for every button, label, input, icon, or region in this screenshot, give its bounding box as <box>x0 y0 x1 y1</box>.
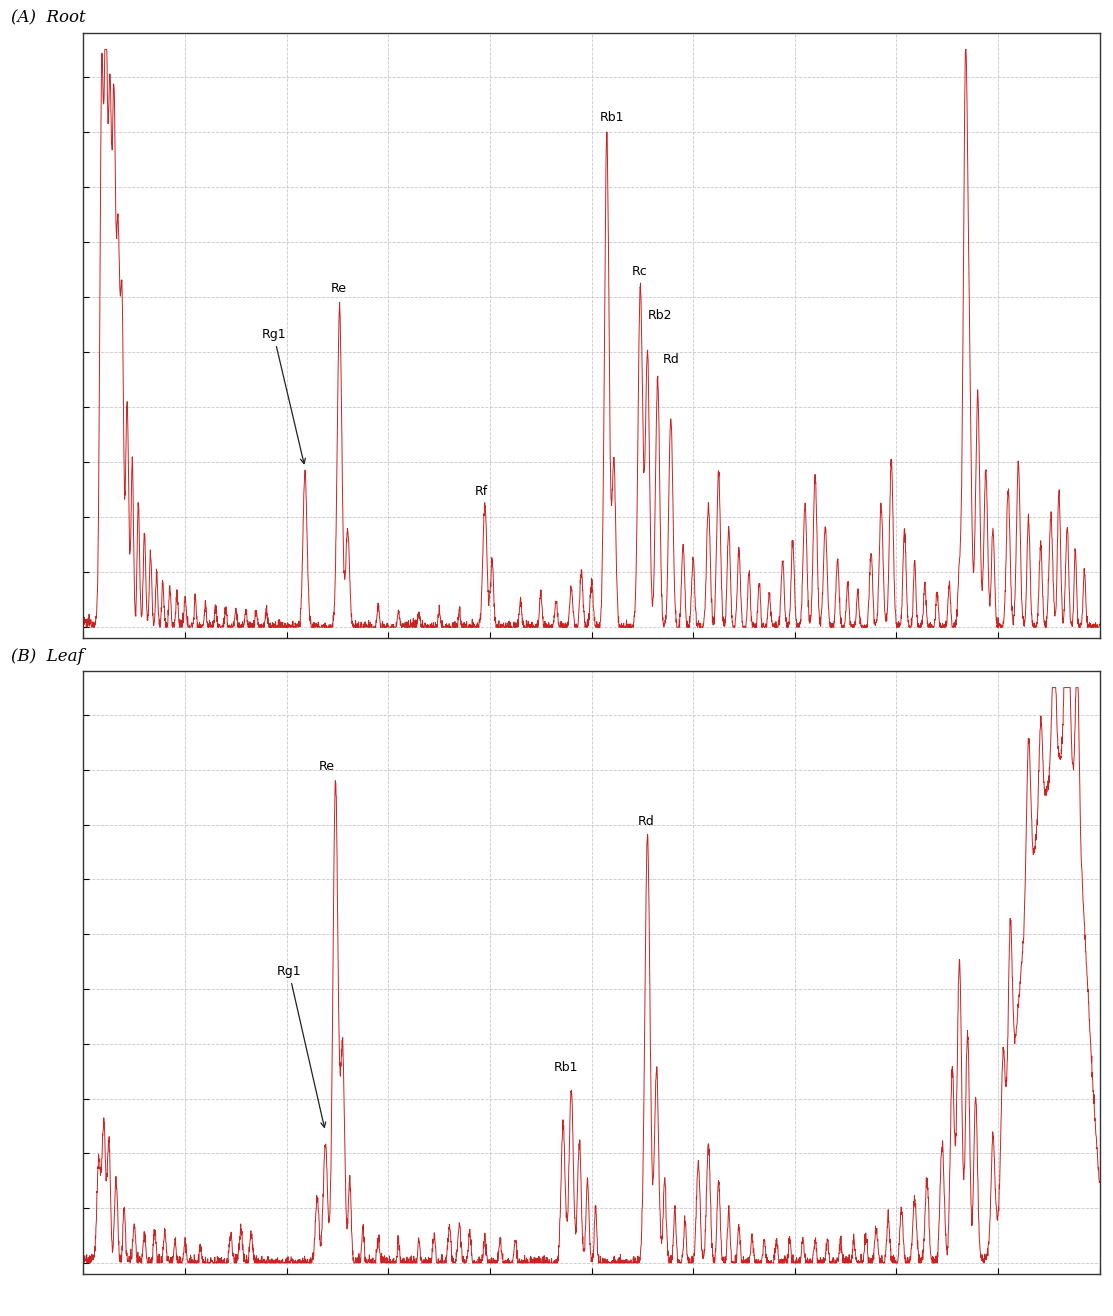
Text: Rg1: Rg1 <box>262 328 305 463</box>
Text: Rf: Rf <box>475 486 487 499</box>
Text: Rb1: Rb1 <box>600 111 624 124</box>
Text: Rd: Rd <box>662 353 679 366</box>
Text: Rg1: Rg1 <box>276 965 326 1128</box>
Text: (A)  Root: (A) Root <box>11 9 86 26</box>
Text: Rb2: Rb2 <box>648 309 672 322</box>
Text: Rc: Rc <box>632 265 648 278</box>
Text: Re: Re <box>331 282 346 295</box>
Text: Rb1: Rb1 <box>554 1061 579 1074</box>
Text: (B)  Leaf: (B) Leaf <box>11 647 83 665</box>
Text: Rd: Rd <box>638 815 654 828</box>
Text: Re: Re <box>319 759 335 772</box>
